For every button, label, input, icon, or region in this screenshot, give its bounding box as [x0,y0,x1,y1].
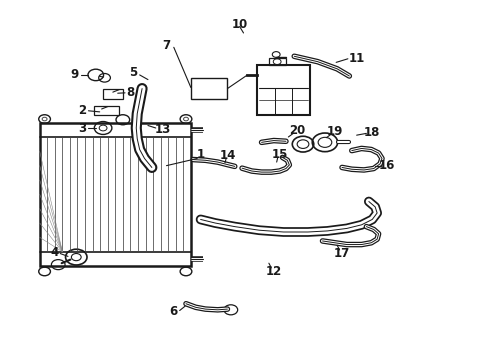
Bar [268,58,285,65]
Bar [190,78,227,99]
Text: 15: 15 [271,148,287,161]
Text: 1: 1 [196,148,204,161]
Text: 6: 6 [169,306,178,319]
Text: 2: 2 [79,104,86,117]
Text: 9: 9 [71,68,79,81]
Text: 19: 19 [326,125,342,138]
Bar [94,107,119,116]
Bar [256,65,310,116]
Text: 7: 7 [162,39,170,52]
Text: 5: 5 [129,66,137,79]
Text: 13: 13 [155,123,171,136]
Text: 4: 4 [50,246,59,259]
Text: 8: 8 [125,86,134,99]
Text: 3: 3 [79,122,86,135]
Text: 14: 14 [219,149,235,162]
Text: 20: 20 [288,124,305,137]
Bar [103,89,122,99]
Text: 16: 16 [378,159,395,172]
Text: 18: 18 [364,126,380,139]
Text: 11: 11 [348,51,364,64]
Text: 10: 10 [231,18,247,31]
Bar [40,123,190,266]
Text: 12: 12 [265,265,281,278]
Text: 17: 17 [333,247,349,260]
